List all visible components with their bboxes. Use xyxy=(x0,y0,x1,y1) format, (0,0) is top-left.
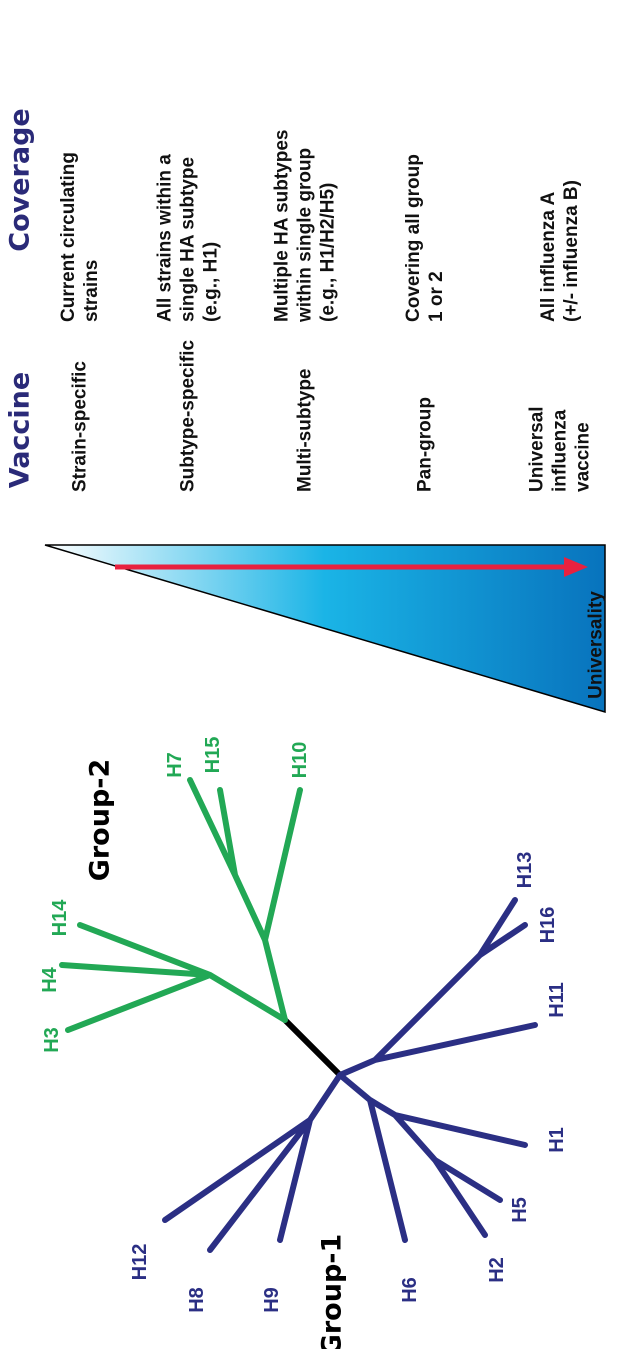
coverage-text: Multiple HA subtypes xyxy=(272,130,293,322)
coverage-text: (e.g., H1/H2/H5) xyxy=(318,183,339,322)
leaf-label: H5 xyxy=(509,1197,531,1223)
group-label: Group-1 xyxy=(317,1234,348,1349)
coverage-text: within single group xyxy=(295,148,316,323)
leaf-label: H2 xyxy=(486,1257,508,1283)
leaf-label: H10 xyxy=(289,742,311,779)
coverage-text: strains xyxy=(81,260,102,322)
coverage-text: Current circulating xyxy=(58,152,79,322)
leaf-label: H11 xyxy=(546,982,568,1018)
group-label: Group-2 xyxy=(85,759,116,882)
leaf-label: H8 xyxy=(186,1287,208,1313)
coverage-text: All influenza A xyxy=(538,192,559,322)
coverage-text: (+/- influenza B) xyxy=(561,180,582,322)
vaccine-type: Multi-subtype xyxy=(295,369,316,493)
vaccine-type: Universal xyxy=(527,406,548,492)
vaccine-type: Pan-group xyxy=(415,397,436,492)
coverage-text: (e.g., H1) xyxy=(201,242,222,322)
coverage-text: Covering all group xyxy=(403,154,424,322)
leaf-label: H14 xyxy=(49,899,71,937)
leaf-label: H9 xyxy=(261,1287,283,1313)
vaccine-type: influenza xyxy=(550,409,571,492)
arrow-head xyxy=(564,557,588,577)
leaf-label: H12 xyxy=(129,1244,151,1281)
leaf-label: H1 xyxy=(546,1127,568,1153)
universality-label: Universality xyxy=(586,591,607,699)
leaf-label: H4 xyxy=(39,966,61,992)
vaccine-type: Subtype-specific xyxy=(178,340,199,492)
leaf-label: H16 xyxy=(537,907,559,944)
vaccine-type: vaccine xyxy=(573,422,594,492)
leaf-label: H13 xyxy=(514,852,536,889)
coverage-header: Coverage xyxy=(5,108,36,251)
leaf-label: H7 xyxy=(164,752,186,778)
tree xyxy=(59,777,538,1253)
coverage-text: All strains within a xyxy=(155,154,176,322)
leaf-label: H6 xyxy=(399,1277,421,1303)
coverage-text: 1 or 2 xyxy=(426,271,447,322)
leaf-label: H3 xyxy=(41,1027,63,1053)
vaccine-header: Vaccine xyxy=(5,372,36,488)
vaccine-type: Strain-specific xyxy=(70,361,91,492)
universality-wedge xyxy=(44,544,606,714)
coverage-text: single HA subtype xyxy=(178,157,199,322)
leaf-label: H15 xyxy=(202,737,224,774)
